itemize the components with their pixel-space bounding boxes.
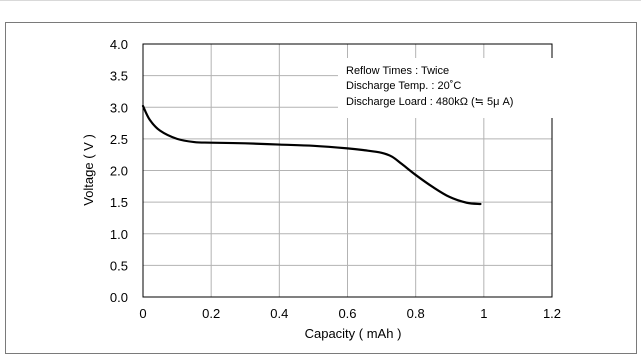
y-tick-label: 2.5 (110, 132, 128, 147)
x-tick-label: 0 (139, 306, 146, 321)
x-tick-label: 1 (480, 306, 487, 321)
annotation-box (338, 58, 556, 118)
y-tick-label: 2.0 (110, 164, 128, 179)
top-divider (0, 0, 641, 1)
plot-axes (142, 43, 553, 298)
figure-frame (5, 22, 637, 354)
annotation-discharge-temp: Discharge Temp. : 20˚C (346, 80, 461, 92)
y-tick-label: 1.5 (110, 195, 128, 210)
y-tick-label: 1.0 (110, 227, 128, 242)
annotation-discharge-load: Discharge Loard : 480kΩ (≒ 5μ A) (346, 96, 513, 108)
y-axis-label: Voltage ( V ) (81, 134, 96, 206)
plot-border (142, 43, 553, 298)
y-tick-label: 3.5 (110, 69, 128, 84)
annotation-reflow-times: Reflow Times : Twice (346, 65, 449, 77)
y-tick-label: 3.0 (110, 100, 128, 115)
y-tick-labels: 0.0 0.5 1.0 1.5 2.0 2.5 3.0 3.5 4.0 (110, 37, 128, 305)
y-tick-label: 0.5 (110, 258, 128, 273)
y-tick-label: 0.0 (110, 290, 128, 305)
x-tick-label: 0.2 (202, 306, 220, 321)
x-tick-label: 1.2 (543, 306, 561, 321)
x-tick-label: 0.4 (270, 306, 288, 321)
x-tick-labels: 0 0.2 0.4 0.6 0.8 1 1.2 (139, 306, 561, 321)
series-group (141, 104, 482, 206)
x-axis-label: Capacity ( mAh ) (305, 326, 402, 341)
y-tick-label: 4.0 (110, 37, 128, 52)
discharge-curve (141, 104, 482, 206)
x-tick-label: 0.8 (407, 306, 425, 321)
x-tick-label: 0.6 (338, 306, 356, 321)
